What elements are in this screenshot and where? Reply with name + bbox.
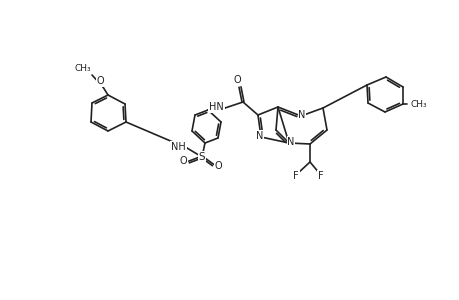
Text: N: N xyxy=(256,131,263,141)
Text: CH₃: CH₃ xyxy=(410,100,427,109)
Text: O: O xyxy=(179,156,187,166)
Text: CH₃: CH₃ xyxy=(74,64,91,73)
Text: O: O xyxy=(96,76,104,86)
Text: O: O xyxy=(233,75,241,85)
Text: N: N xyxy=(298,110,305,120)
Text: NH: NH xyxy=(171,142,185,152)
Text: S: S xyxy=(198,152,205,162)
Text: F: F xyxy=(292,171,298,181)
Text: O: O xyxy=(214,161,222,171)
Text: HN: HN xyxy=(209,102,224,112)
Text: F: F xyxy=(318,171,323,181)
Text: N: N xyxy=(287,137,294,147)
